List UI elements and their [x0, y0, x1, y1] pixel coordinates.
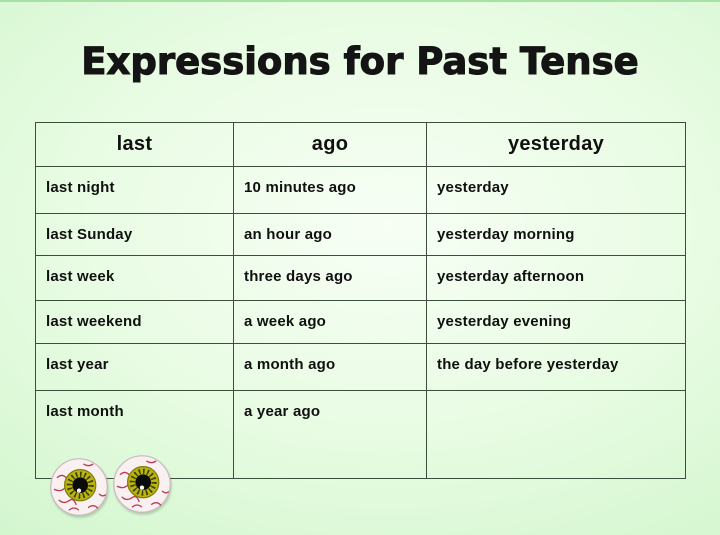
- table-cell: last night: [35, 166, 234, 214]
- table-cell: yesterday morning: [426, 213, 686, 256]
- eyeball-icon: [113, 455, 171, 513]
- eyeball-icon: [50, 458, 108, 516]
- column-header-yesterday: yesterday: [426, 122, 686, 167]
- table-cell: 10 minutes ago: [233, 166, 427, 214]
- table-cell: three days ago: [233, 255, 427, 301]
- table-cell: a month ago: [233, 343, 427, 391]
- table-cell: [426, 390, 686, 479]
- table-cell: the day before yesterday: [426, 343, 686, 391]
- slide-title: Expressions for Past Tense: [81, 39, 640, 83]
- slide-top-edge: [0, 0, 720, 2]
- table-row: last week three days ago yesterday after…: [35, 255, 686, 301]
- table-cell: yesterday afternoon: [426, 255, 686, 301]
- column-header-last: last: [35, 122, 234, 167]
- table-cell: yesterday evening: [426, 300, 686, 344]
- table-cell: yesterday: [426, 166, 686, 214]
- table-row: last night 10 minutes ago yesterday: [35, 166, 686, 214]
- table-row: last Sunday an hour ago yesterday mornin…: [35, 213, 686, 256]
- column-header-ago: ago: [233, 122, 427, 167]
- table-cell: a year ago: [233, 390, 427, 479]
- table-header-row: last ago yesterday: [35, 122, 686, 167]
- table-cell: last week: [35, 255, 234, 301]
- table-cell: last weekend: [35, 300, 234, 344]
- table-cell: last year: [35, 343, 234, 391]
- table-row: last year a month ago the day before yes…: [35, 343, 686, 391]
- table-cell: an hour ago: [233, 213, 427, 256]
- table-row: last weekend a week ago yesterday evenin…: [35, 300, 686, 344]
- table-cell: last Sunday: [35, 213, 234, 256]
- past-tense-expressions-table: last ago yesterday last night 10 minutes…: [35, 122, 686, 479]
- table-cell: a week ago: [233, 300, 427, 344]
